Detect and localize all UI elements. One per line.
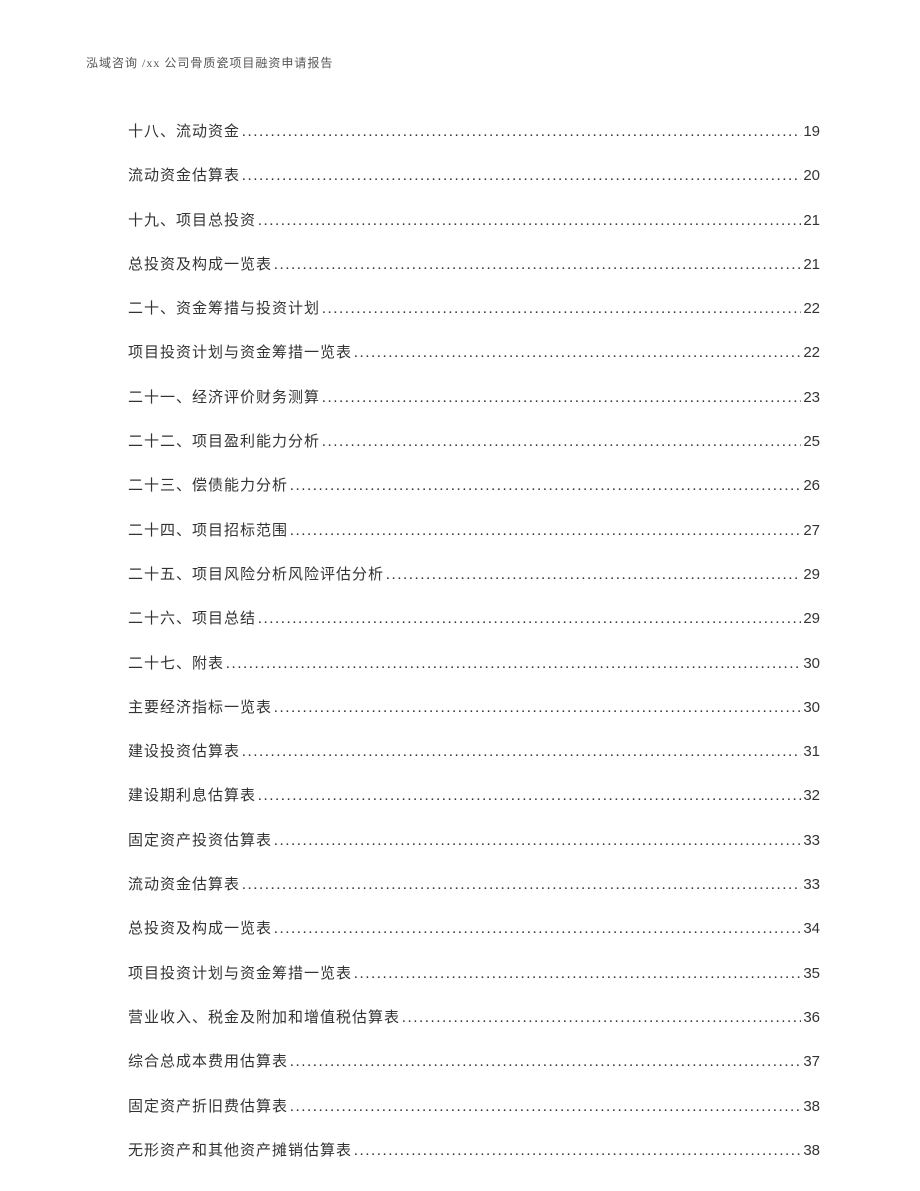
toc-entry: 二十三、偿债能力分析 26 <box>128 474 820 495</box>
toc-dot-leader <box>242 744 801 761</box>
toc-entry-page: 31 <box>803 743 820 760</box>
toc-dot-leader <box>258 788 801 805</box>
toc-entry: 二十五、项目风险分析风险评估分析 29 <box>128 563 820 584</box>
toc-entry-label: 二十二、项目盈利能力分析 <box>128 430 320 451</box>
toc-entry: 流动资金估算表 20 <box>128 164 820 185</box>
toc-entry-label: 综合总成本费用估算表 <box>128 1050 288 1071</box>
toc-dot-leader <box>322 390 801 407</box>
toc-entry-label: 项目投资计划与资金筹措一览表 <box>128 341 352 362</box>
toc-dot-leader <box>322 434 801 451</box>
toc-entry: 二十二、项目盈利能力分析 25 <box>128 430 820 451</box>
toc-entry: 十九、项目总投资 21 <box>128 209 820 230</box>
toc-entry-label: 二十七、附表 <box>128 652 224 673</box>
toc-entry-label: 项目投资计划与资金筹措一览表 <box>128 962 352 983</box>
toc-entry-label: 二十六、项目总结 <box>128 607 256 628</box>
toc-dot-leader <box>242 124 801 141</box>
toc-entry-page: 33 <box>803 876 820 893</box>
page-header: 泓域咨询 /xx 公司骨质瓷项目融资申请报告 <box>86 54 333 71</box>
toc-entry-page: 38 <box>803 1142 820 1159</box>
toc-dot-leader <box>274 833 801 850</box>
toc-entry: 项目投资计划与资金筹措一览表 35 <box>128 962 820 983</box>
toc-entry: 主要经济指标一览表 30 <box>128 696 820 717</box>
toc-entry-page: 29 <box>803 610 820 627</box>
toc-entry-label: 二十四、项目招标范围 <box>128 519 288 540</box>
toc-entry-label: 二十一、经济评价财务测算 <box>128 386 320 407</box>
toc-dot-leader <box>290 523 801 540</box>
toc-entry-label: 固定资产投资估算表 <box>128 829 272 850</box>
toc-dot-leader <box>354 1143 801 1160</box>
header-text: 泓域咨询 /xx 公司骨质瓷项目融资申请报告 <box>86 56 333 70</box>
toc-dot-leader <box>274 700 801 717</box>
toc-entry-page: 35 <box>803 965 820 982</box>
toc-entry: 综合总成本费用估算表 37 <box>128 1050 820 1071</box>
toc-dot-leader <box>402 1010 801 1027</box>
toc-entry: 二十六、项目总结 29 <box>128 607 820 628</box>
toc-entry-page: 23 <box>803 389 820 406</box>
toc-dot-leader <box>290 1099 801 1116</box>
toc-dot-leader <box>242 877 801 894</box>
toc-entry: 建设期利息估算表 32 <box>128 784 820 805</box>
toc-entry-label: 流动资金估算表 <box>128 873 240 894</box>
toc-entry: 十八、流动资金 19 <box>128 120 820 141</box>
toc-entry: 二十七、附表 30 <box>128 652 820 673</box>
table-of-contents: 十八、流动资金 19 流动资金估算表 20 十九、项目总投资 21 总投资及构成一览表 21 二… <box>128 120 820 1183</box>
toc-entry-page: 27 <box>803 522 820 539</box>
toc-dot-leader <box>290 478 801 495</box>
toc-entry-page: 25 <box>803 433 820 450</box>
toc-entry: 二十、资金筹措与投资计划 22 <box>128 297 820 318</box>
toc-entry-label: 固定资产折旧费估算表 <box>128 1095 288 1116</box>
toc-entry-label: 二十五、项目风险分析风险评估分析 <box>128 563 384 584</box>
toc-dot-leader <box>258 611 801 628</box>
toc-entry-page: 29 <box>803 566 820 583</box>
toc-dot-leader <box>386 567 801 584</box>
toc-entry-page: 36 <box>803 1009 820 1026</box>
toc-entry: 固定资产投资估算表 33 <box>128 829 820 850</box>
toc-dot-leader <box>354 966 801 983</box>
toc-dot-leader <box>274 921 801 938</box>
toc-entry-page: 30 <box>803 655 820 672</box>
toc-entry-page: 38 <box>803 1098 820 1115</box>
toc-entry-label: 总投资及构成一览表 <box>128 253 272 274</box>
toc-entry-label: 十八、流动资金 <box>128 120 240 141</box>
toc-entry: 流动资金估算表 33 <box>128 873 820 894</box>
toc-entry: 建设投资估算表 31 <box>128 740 820 761</box>
toc-dot-leader <box>290 1054 801 1071</box>
toc-entry: 营业收入、税金及附加和增值税估算表 36 <box>128 1006 820 1027</box>
toc-dot-leader <box>354 345 801 362</box>
toc-entry-label: 营业收入、税金及附加和增值税估算表 <box>128 1006 400 1027</box>
toc-entry: 二十四、项目招标范围 27 <box>128 519 820 540</box>
toc-entry: 固定资产折旧费估算表 38 <box>128 1095 820 1116</box>
toc-dot-leader <box>274 257 801 274</box>
toc-entry-label: 总投资及构成一览表 <box>128 917 272 938</box>
toc-entry-label: 建设期利息估算表 <box>128 784 256 805</box>
toc-dot-leader <box>258 213 801 230</box>
toc-dot-leader <box>226 656 801 673</box>
toc-entry-page: 30 <box>803 699 820 716</box>
toc-entry-page: 26 <box>803 477 820 494</box>
toc-entry-page: 22 <box>803 344 820 361</box>
toc-entry-page: 22 <box>803 300 820 317</box>
toc-entry-page: 37 <box>803 1053 820 1070</box>
toc-entry-label: 流动资金估算表 <box>128 164 240 185</box>
toc-entry: 无形资产和其他资产摊销估算表 38 <box>128 1139 820 1160</box>
toc-entry-page: 20 <box>803 167 820 184</box>
toc-entry-page: 33 <box>803 832 820 849</box>
toc-entry: 二十一、经济评价财务测算 23 <box>128 386 820 407</box>
toc-entry-label: 二十三、偿债能力分析 <box>128 474 288 495</box>
toc-dot-leader <box>242 168 801 185</box>
toc-entry-label: 二十、资金筹措与投资计划 <box>128 297 320 318</box>
toc-dot-leader <box>322 301 801 318</box>
toc-entry-label: 十九、项目总投资 <box>128 209 256 230</box>
toc-entry-page: 34 <box>803 920 820 937</box>
toc-entry-label: 主要经济指标一览表 <box>128 696 272 717</box>
toc-entry-label: 无形资产和其他资产摊销估算表 <box>128 1139 352 1160</box>
toc-entry-page: 32 <box>803 787 820 804</box>
toc-entry-page: 19 <box>803 123 820 140</box>
toc-entry: 总投资及构成一览表 34 <box>128 917 820 938</box>
toc-entry: 总投资及构成一览表 21 <box>128 253 820 274</box>
toc-entry-page: 21 <box>803 212 820 229</box>
toc-entry: 项目投资计划与资金筹措一览表 22 <box>128 341 820 362</box>
toc-entry-label: 建设投资估算表 <box>128 740 240 761</box>
toc-entry-page: 21 <box>803 256 820 273</box>
